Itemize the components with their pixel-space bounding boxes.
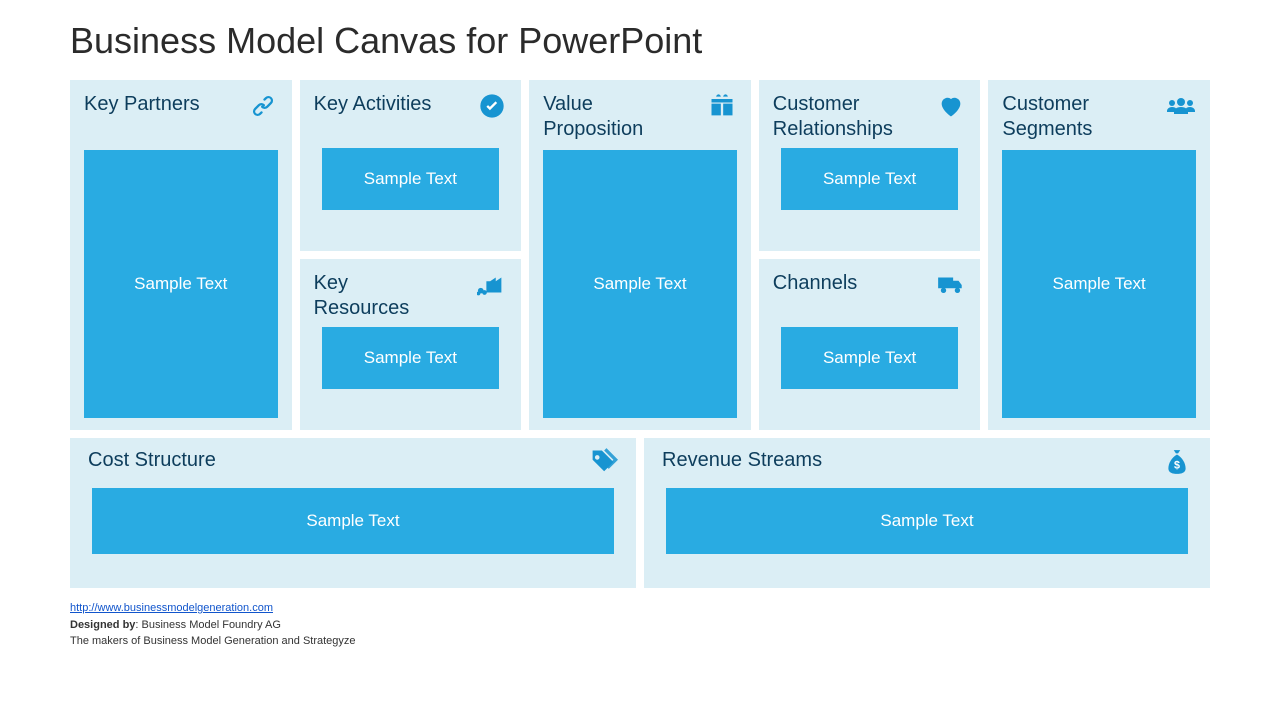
block-title: Customer Relationships bbox=[773, 92, 903, 142]
block-revenue-streams: Revenue Streams $ Sample Text bbox=[644, 438, 1210, 588]
block-channels: Channels Sample Text bbox=[759, 259, 981, 430]
svg-text:$: $ bbox=[1174, 459, 1180, 471]
block-header: Key Resources bbox=[314, 271, 508, 323]
money-bag-icon: $ bbox=[1162, 448, 1192, 476]
block-title: Channels bbox=[773, 271, 858, 296]
col-customer-segments: Customer Segments Sample Text bbox=[988, 80, 1210, 430]
tag-icon bbox=[588, 448, 618, 476]
block-header: Channels bbox=[773, 271, 967, 323]
block-key-activities: Key Activities Sample Text bbox=[300, 80, 522, 251]
sample-box: Sample Text bbox=[1002, 150, 1196, 418]
sample-box: Sample Text bbox=[781, 148, 959, 210]
col-value-proposition: Value Proposition Sample Text bbox=[529, 80, 751, 430]
page-title: Business Model Canvas for PowerPoint bbox=[70, 20, 1210, 62]
sample-box: Sample Text bbox=[322, 148, 500, 210]
col-activities-resources: Key Activities Sample Text Key Resources… bbox=[300, 80, 522, 430]
col-key-partners: Key Partners Sample Text bbox=[70, 80, 292, 430]
sample-box: Sample Text bbox=[781, 327, 959, 389]
col-relationships-channels: Customer Relationships Sample Text Chann… bbox=[759, 80, 981, 430]
block-header: Customer Segments bbox=[1002, 92, 1196, 144]
gift-icon bbox=[707, 92, 737, 120]
block-header: Revenue Streams $ bbox=[662, 448, 1192, 484]
designed-by-value: : Business Model Foundry AG bbox=[135, 619, 281, 631]
footer-link[interactable]: http://www.businessmodelgeneration.com bbox=[70, 602, 273, 614]
block-customer-relationships: Customer Relationships Sample Text bbox=[759, 80, 981, 251]
block-title: Customer Segments bbox=[1002, 92, 1132, 142]
block-customer-segments: Customer Segments Sample Text bbox=[988, 80, 1210, 430]
truck-icon bbox=[936, 271, 966, 299]
heart-icon bbox=[936, 92, 966, 120]
block-title: Cost Structure bbox=[88, 448, 216, 473]
top-row: Key Partners Sample Text Key Activities … bbox=[70, 80, 1210, 430]
sample-box: Sample Text bbox=[84, 150, 278, 418]
check-circle-icon bbox=[477, 92, 507, 120]
footer-makers: The makers of Business Model Generation … bbox=[70, 635, 356, 647]
block-title: Revenue Streams bbox=[662, 448, 822, 473]
block-header: Key Partners bbox=[84, 92, 278, 144]
footer: http://www.businessmodelgeneration.com D… bbox=[70, 600, 1210, 650]
sample-box: Sample Text bbox=[92, 488, 614, 554]
block-header: Value Proposition bbox=[543, 92, 737, 144]
block-title: Key Resources bbox=[314, 271, 444, 321]
canvas-grid: Key Partners Sample Text Key Activities … bbox=[70, 80, 1210, 588]
users-icon bbox=[1166, 92, 1196, 120]
block-key-partners: Key Partners Sample Text bbox=[70, 80, 292, 430]
link-icon bbox=[248, 92, 278, 120]
block-key-resources: Key Resources Sample Text bbox=[300, 259, 522, 430]
sample-box: Sample Text bbox=[666, 488, 1188, 554]
block-title: Key Partners bbox=[84, 92, 200, 117]
block-title: Value Proposition bbox=[543, 92, 673, 142]
block-header: Cost Structure bbox=[88, 448, 618, 484]
block-title: Key Activities bbox=[314, 92, 432, 117]
block-value-proposition: Value Proposition Sample Text bbox=[529, 80, 751, 430]
bottom-row: Cost Structure Sample Text Revenue Strea… bbox=[70, 438, 1210, 588]
block-cost-structure: Cost Structure Sample Text bbox=[70, 438, 636, 588]
block-header: Customer Relationships bbox=[773, 92, 967, 144]
factory-icon bbox=[477, 271, 507, 299]
sample-box: Sample Text bbox=[322, 327, 500, 389]
block-header: Key Activities bbox=[314, 92, 508, 144]
designed-by-label: Designed by bbox=[70, 619, 135, 631]
sample-box: Sample Text bbox=[543, 150, 737, 418]
